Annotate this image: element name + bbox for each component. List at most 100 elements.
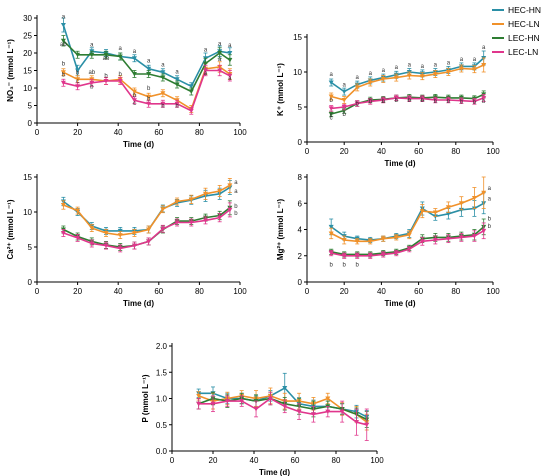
y-tick-label: 15 xyxy=(23,67,32,76)
data-point xyxy=(341,238,347,243)
data-point xyxy=(432,238,438,243)
data-point xyxy=(481,95,487,101)
data-point xyxy=(393,235,399,240)
x-tick-label: 40 xyxy=(377,147,386,156)
data-point xyxy=(117,228,123,234)
y-tick-label: 10 xyxy=(23,84,32,93)
significance-letter: a xyxy=(204,47,208,53)
data-point xyxy=(458,98,464,104)
y-tick-label: 8 xyxy=(298,173,303,182)
data-point xyxy=(406,247,412,252)
data-point xyxy=(367,239,373,244)
y-tick-label: 30 xyxy=(23,14,32,23)
y-axis-title: Ca²⁺ (mmol L⁻¹) xyxy=(6,199,15,259)
y-tick-label: 0 xyxy=(298,138,303,147)
significance-letter: b xyxy=(343,262,347,268)
data-point xyxy=(393,75,399,81)
x-tick-label: 40 xyxy=(377,287,386,296)
data-point xyxy=(117,54,123,59)
y-tick-label: 25 xyxy=(23,32,32,41)
x-axis-title: Time (d) xyxy=(123,140,154,149)
y-tick-label: 5 xyxy=(298,103,303,112)
data-point xyxy=(380,252,386,257)
panel-potassium: 0 20 40 60 80 100 0 5 10 15 Time (d) K⁺ (mmol L⁻¹) a… xyxy=(276,33,500,168)
data-point xyxy=(380,236,386,242)
x-tick-label: 40 xyxy=(114,128,123,137)
significance-letter: b xyxy=(447,99,451,105)
series-lec-hn xyxy=(60,35,233,96)
series-line xyxy=(62,24,230,88)
y-tick-label: 0 xyxy=(28,119,33,128)
series-hec-ln xyxy=(328,57,487,104)
significance-letter: b xyxy=(161,103,165,109)
x-tick-label: 100 xyxy=(486,287,500,296)
x-tick-label: 60 xyxy=(154,128,163,137)
significance-letter: ab xyxy=(103,56,110,62)
x-axis-title: Time (d) xyxy=(385,159,416,168)
significance-letter: a xyxy=(473,57,477,63)
data-point xyxy=(146,239,152,244)
x-tick-label: 0 xyxy=(35,128,40,137)
significance-letter: a xyxy=(161,62,165,68)
data-point xyxy=(393,95,399,101)
data-point xyxy=(471,99,477,104)
data-point xyxy=(227,58,233,63)
legend-label: LEC-HN xyxy=(508,33,540,43)
data-point xyxy=(174,82,180,87)
x-tick-label: 0 xyxy=(305,287,310,296)
significance-letter: b xyxy=(343,112,347,118)
y-axis-title: NO₃⁻ (mmol L⁻¹) xyxy=(6,39,15,102)
data-point xyxy=(253,407,259,412)
data-point xyxy=(160,101,166,107)
x-axis-title: Time (d) xyxy=(385,299,416,308)
significance-letter: b xyxy=(356,102,360,108)
legend-label: HEC-HN xyxy=(508,5,541,15)
data-point xyxy=(325,396,331,401)
significance-letter: a xyxy=(133,49,137,55)
y-tick-label: 1.5 xyxy=(156,368,168,377)
significance-letter: b xyxy=(90,85,94,91)
data-point xyxy=(445,205,451,210)
panel-phosphorus: 0 20 40 60 80 100 0.0 0.5 1.0 1.5 2.0 Time (d) P (mm… xyxy=(141,342,384,476)
data-point xyxy=(117,233,123,238)
legend-label: LEC-LN xyxy=(508,47,538,57)
significance-letter: b xyxy=(434,99,438,105)
data-point xyxy=(367,253,373,259)
data-point xyxy=(328,80,334,85)
data-point xyxy=(202,218,208,223)
data-point xyxy=(445,236,451,242)
significance-letter: a xyxy=(356,75,360,81)
data-point xyxy=(60,38,66,44)
data-point xyxy=(160,91,166,96)
data-point xyxy=(328,94,334,99)
y-axis-title: P (mmol L⁻¹) xyxy=(141,374,150,422)
x-tick-label: 60 xyxy=(414,287,423,296)
data-point xyxy=(341,89,347,95)
x-tick-label: 0 xyxy=(170,456,175,465)
significance-letter: a xyxy=(90,43,94,49)
significance-letter: a xyxy=(218,57,222,63)
series-lec-ln xyxy=(60,64,233,115)
significance-letter: b xyxy=(62,61,66,67)
significance-letter: c xyxy=(133,101,136,107)
data-point xyxy=(328,106,334,111)
data-point xyxy=(367,99,373,104)
data-point xyxy=(364,422,370,428)
y-tick-label: 4 xyxy=(298,226,303,235)
significance-letter: b xyxy=(482,99,486,105)
data-point xyxy=(188,89,194,94)
data-point xyxy=(471,234,477,239)
data-point xyxy=(432,210,438,215)
data-point xyxy=(341,98,347,103)
data-point xyxy=(282,386,288,391)
x-tick-label: 100 xyxy=(370,456,384,465)
data-point xyxy=(117,79,123,84)
series-lec-hn xyxy=(60,200,233,251)
y-tick-label: 10 xyxy=(23,208,32,217)
series-lec-ln xyxy=(60,202,233,253)
significance-letter: a xyxy=(62,15,66,21)
data-point xyxy=(217,51,223,56)
significance-letter: a xyxy=(488,197,492,203)
data-point xyxy=(146,94,152,100)
data-point xyxy=(267,396,273,401)
